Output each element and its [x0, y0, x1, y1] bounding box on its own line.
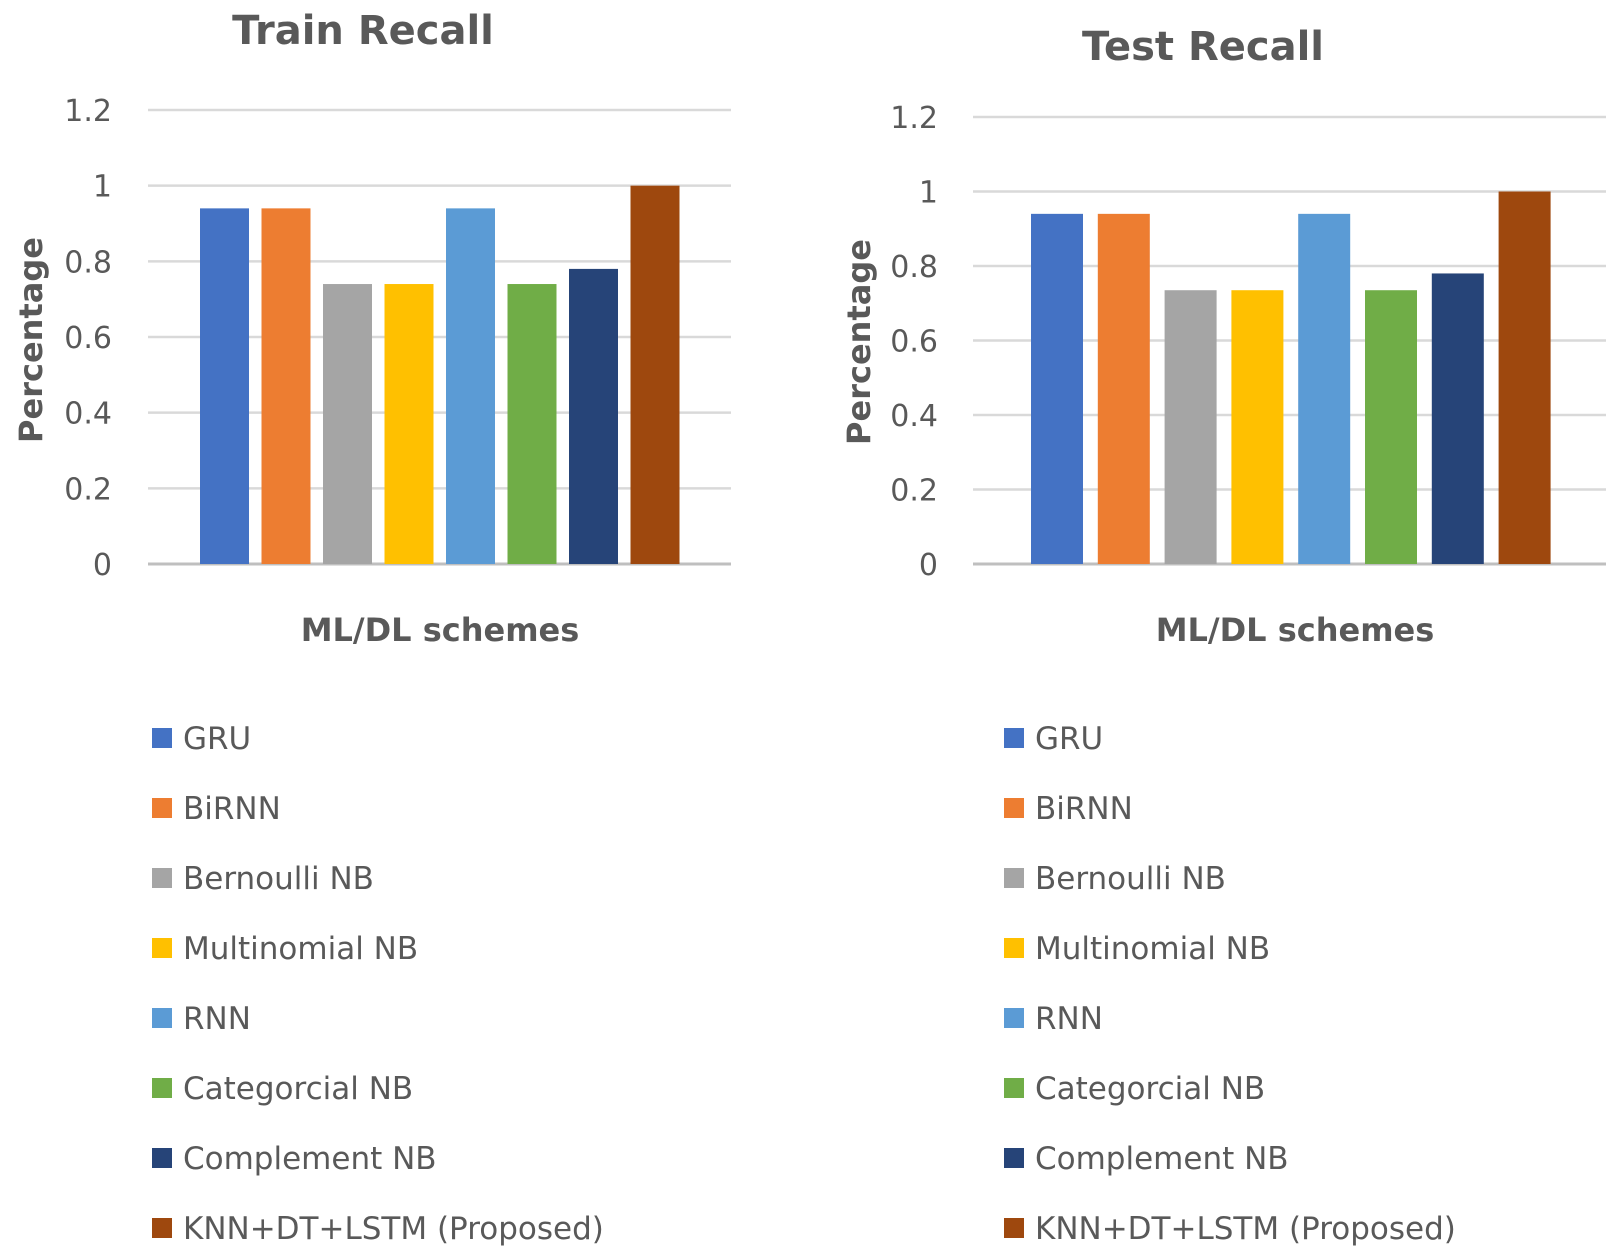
y-tick-label: 0 — [93, 548, 112, 583]
bar-categorcial-nb — [507, 284, 557, 564]
legend-label: KNN+DT+LSTM (Proposed) — [1035, 1211, 1456, 1247]
x-axis-label: ML/DL schemes — [1156, 611, 1435, 649]
y-tick-label: 0.4 — [64, 397, 112, 432]
legend-swatch — [152, 868, 172, 888]
y-tick-label: 0.2 — [64, 472, 112, 507]
y-tick-label: 1 — [919, 176, 938, 211]
legend-label: Multinomial NB — [183, 931, 418, 967]
legend: GRU BiRNN Bernoulli NB Multinomial NB RNN Cat… — [152, 721, 604, 1247]
y-tick-label: 0 — [919, 548, 938, 583]
bar-multinomial-nb — [1231, 290, 1284, 564]
bar-knn-dt-lstm-proposed — [630, 185, 680, 564]
y-tick-label: 0.6 — [890, 325, 938, 360]
legend-label: KNN+DT+LSTM (Proposed) — [183, 1211, 604, 1247]
y-axis-label: Percentage — [12, 237, 50, 443]
legend-label: Complement NB — [1035, 1141, 1289, 1177]
y-tick-label: 0.6 — [64, 321, 112, 356]
legend-swatch — [152, 1078, 172, 1098]
legend-label: BiRNN — [1035, 791, 1133, 827]
legend-label: RNN — [183, 1001, 251, 1037]
legend-label: RNN — [1035, 1001, 1103, 1037]
legend-label: GRU — [1035, 721, 1103, 757]
chart-title: Train Recall — [232, 8, 494, 54]
bar-categorcial-nb — [1365, 290, 1417, 564]
y-tick-label: 1.2 — [64, 94, 112, 129]
legend-label: Multinomial NB — [1035, 931, 1270, 967]
bar-multinomial-nb — [384, 284, 434, 564]
y-tick-label: 1 — [93, 170, 112, 205]
legend-swatch — [1004, 1148, 1024, 1168]
y-tick-labels: 0 0.2 0.4 0.6 0.8 1 1.2 — [64, 94, 112, 583]
bar-birnn — [261, 208, 311, 564]
legend-label: Categorcial NB — [183, 1071, 413, 1107]
legend-label: BiRNN — [183, 791, 281, 827]
bar-knn-dt-lstm-proposed — [1498, 191, 1551, 564]
chart-title: Test Recall — [1082, 24, 1324, 70]
bars — [1031, 191, 1551, 564]
y-tick-label: 0.8 — [890, 250, 938, 285]
y-tick-label: 0.4 — [890, 399, 938, 434]
bar-bernoulli-nb — [323, 284, 372, 564]
legend-swatch — [1004, 798, 1024, 818]
y-tick-label: 0.8 — [64, 245, 112, 280]
legend-label: Bernoulli NB — [1035, 861, 1226, 897]
legend-swatch — [1004, 938, 1024, 958]
bar-gru — [200, 208, 249, 564]
bar-gru — [1031, 213, 1083, 564]
legend-swatch — [1004, 1008, 1024, 1028]
bar-rnn — [446, 208, 495, 564]
y-tick-label: 0.2 — [890, 474, 938, 509]
bar-birnn — [1097, 213, 1150, 564]
y-tick-label: 1.2 — [890, 101, 938, 136]
legend-swatch — [1004, 1218, 1024, 1238]
bar-rnn — [1298, 213, 1351, 564]
y-axis-label: Percentage — [840, 239, 878, 445]
legend: GRU BiRNN Bernoulli NB Multinomial NB RNN Cat… — [1004, 721, 1456, 1247]
bars — [200, 185, 680, 564]
legend-swatch — [152, 1218, 172, 1238]
legend-swatch — [152, 798, 172, 818]
test-recall-chart: Test Recall 0 0.2 0.4 0.6 0.8 1 1.2 Percentage… — [840, 24, 1606, 1247]
bar-bernoulli-nb — [1164, 290, 1217, 564]
legend-swatch — [1004, 728, 1024, 748]
legend-label: Bernoulli NB — [183, 861, 374, 897]
legend-label: Complement NB — [183, 1141, 437, 1177]
legend-label: Categorcial NB — [1035, 1071, 1265, 1107]
y-tick-labels: 0 0.2 0.4 0.6 0.8 1 1.2 — [890, 101, 938, 583]
train-recall-chart: Train Recall 0 0.2 0.4 0.6 0.8 1 1.2 Percentag… — [12, 8, 731, 1247]
legend-swatch — [1004, 1078, 1024, 1098]
legend-swatch — [152, 1148, 172, 1168]
bar-complement-nb — [569, 268, 618, 564]
legend-swatch — [152, 1008, 172, 1028]
legend-swatch — [1004, 868, 1024, 888]
legend-swatch — [152, 938, 172, 958]
legend-swatch — [152, 728, 172, 748]
legend-label: GRU — [183, 721, 251, 757]
bar-complement-nb — [1431, 273, 1484, 564]
x-axis-label: ML/DL schemes — [301, 611, 580, 649]
